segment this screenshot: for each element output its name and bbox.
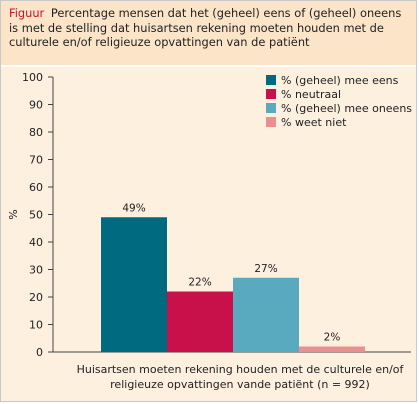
bar-2 [167,291,233,352]
header-divider [1,65,416,67]
y-tick-label: 70 [29,154,43,167]
bar-4 [299,346,365,352]
bar-data-label: 27% [254,263,277,275]
y-tick-label: 90 [29,99,43,112]
legend-label: % weet niet [281,116,347,129]
legend-label: % (geheel) mee oneens [281,102,412,115]
bar-1 [101,217,167,352]
y-tick-label: 30 [29,264,43,277]
bar-data-label: 2% [324,332,341,344]
x-category-label-line: Huisartsen moeten rekening houden met de… [77,363,405,376]
figure-label: Figuur [9,6,45,20]
legend-swatch [266,89,276,99]
bar-data-label: 49% [122,202,145,214]
legend-swatch [266,103,276,113]
legend-swatch [266,75,276,85]
legend-swatch [266,117,276,127]
x-category-label-line: religieuze opvattingen vande patiënt (n … [110,378,370,391]
figure-header: Figuur Percentage mensen dat het (geheel… [1,1,416,65]
y-tick-label: 100 [22,71,43,84]
y-tick-label: 80 [29,126,43,139]
bar-data-label: 22% [188,277,211,289]
y-tick-label: 0 [36,346,43,359]
y-tick-label: 50 [29,209,43,222]
y-tick-label: 60 [29,181,43,194]
y-tick-label: 20 [29,291,43,304]
y-tick-label: 40 [29,236,43,249]
y-axis-label: % [7,209,20,219]
figure-caption: Percentage mensen dat het (geheel) eens … [9,6,402,49]
legend-label: % neutraal [281,88,341,101]
y-tick-label: 10 [29,319,43,332]
bar-3 [233,277,299,352]
legend-label: % (geheel) mee eens [281,74,399,87]
